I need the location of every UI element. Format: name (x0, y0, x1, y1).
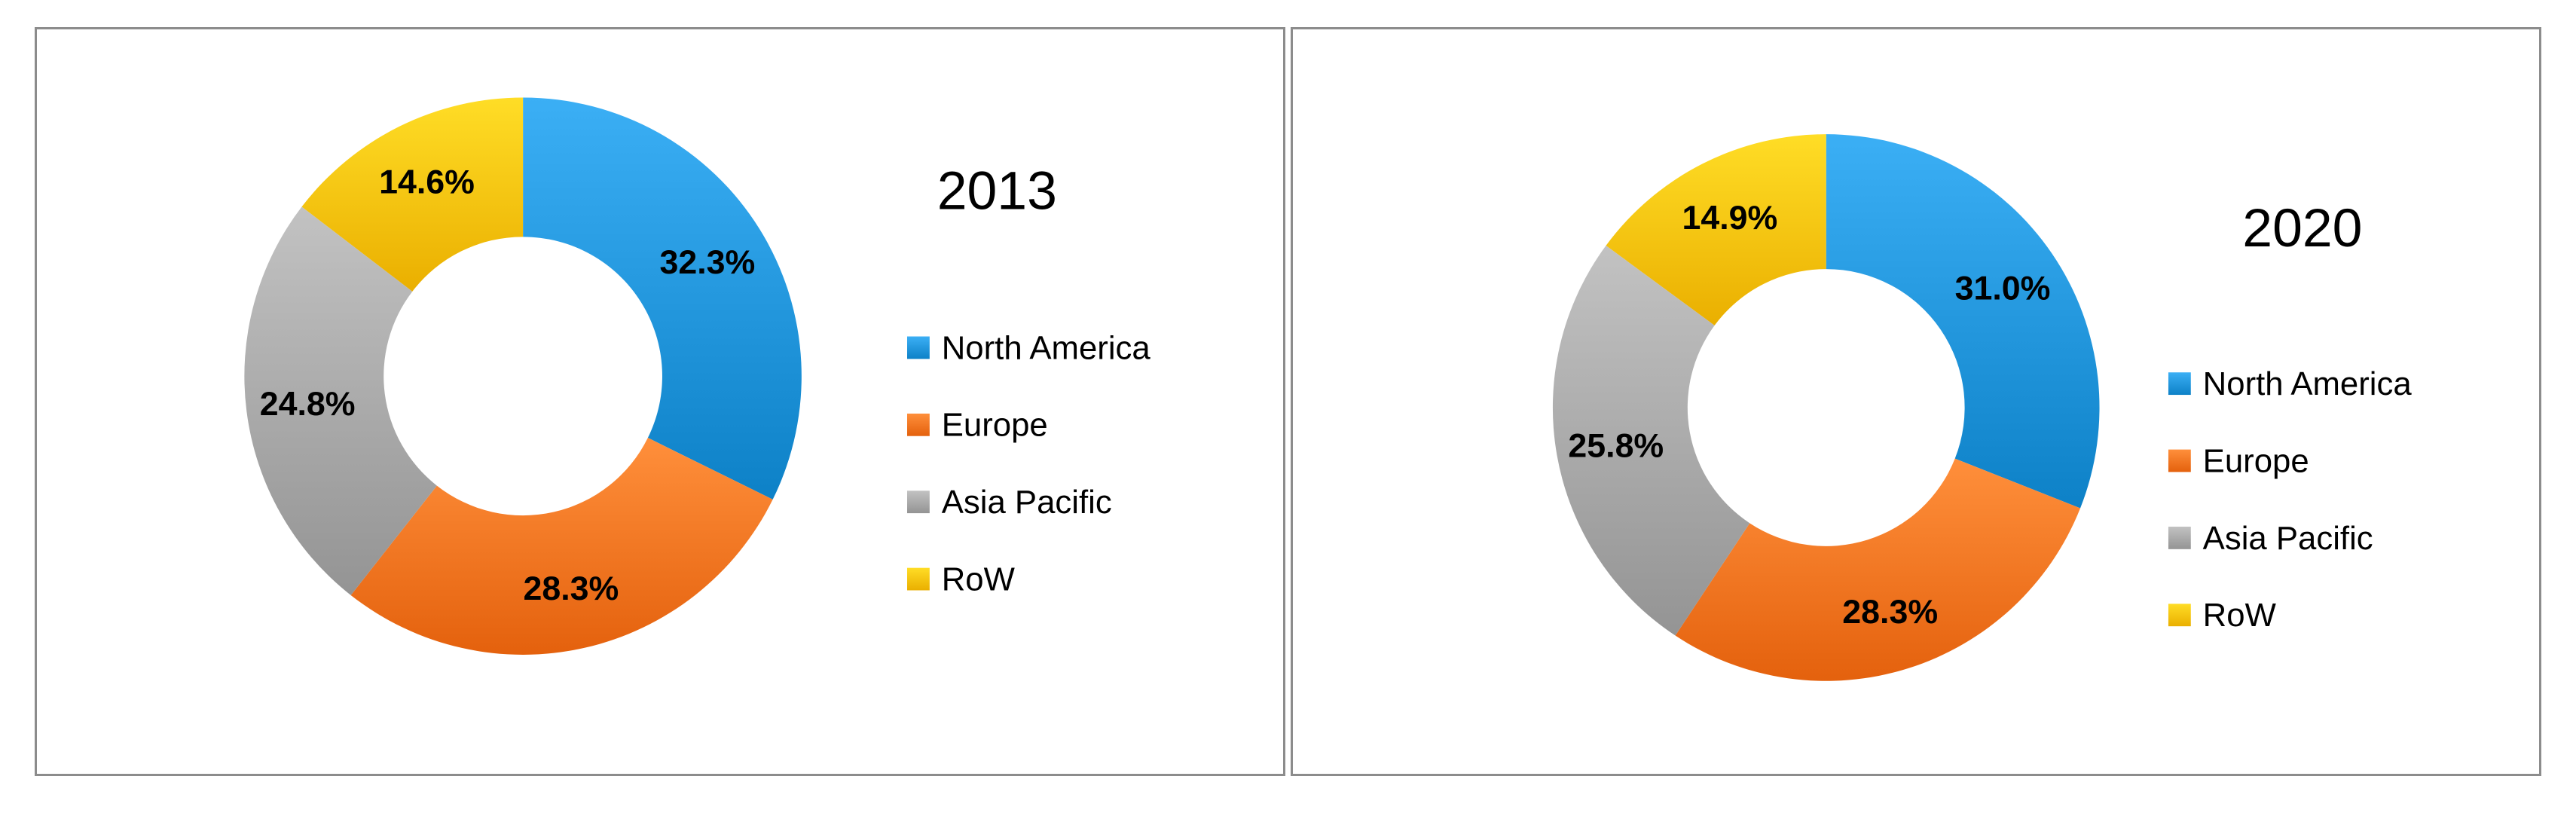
slice-row (301, 97, 524, 292)
legend-label-north-america: North America (2203, 365, 2413, 402)
legend-label-north-america: North America (942, 329, 1151, 366)
legend-swatch-asia-pacific (2168, 526, 2191, 549)
slice-asia-pacific (1552, 245, 1750, 636)
chart-title: 2020 (2242, 198, 2362, 258)
legend-label-asia-pacific: Asia Pacific (942, 484, 1112, 521)
slice-north-america (1826, 134, 2100, 509)
legend-swatch-europe (907, 413, 930, 436)
data-label-europe: 28.3% (1842, 594, 1938, 631)
slice-europe (1675, 458, 2081, 681)
chart-panel-2013: 32.3% 28.3% 24.8% 14.6% 2013 North America Eur… (35, 27, 1285, 776)
legend-label-row: RoW (2203, 597, 2277, 634)
chart-panel-2020: 31.0% 28.3% 25.8% 14.9% 2020 North America Eur… (1291, 27, 2541, 776)
legend: North America Europe Asia Pacific RoW (907, 329, 1150, 597)
slice-europe (350, 438, 773, 655)
legend-swatch-asia-pacific (907, 491, 930, 514)
data-label-asia-pacific: 24.8% (260, 386, 356, 423)
data-label-europe: 28.3% (523, 570, 619, 607)
data-label-row: 14.9% (1682, 200, 1778, 237)
legend-swatch-europe (2168, 449, 2191, 472)
legend-swatch-row (907, 567, 930, 591)
data-label-north-america: 32.3% (660, 244, 756, 281)
data-label-row: 14.6% (379, 164, 475, 201)
legend-swatch-row (2168, 604, 2191, 627)
slice-asia-pacific (244, 206, 437, 595)
legend-swatch-north-america (907, 336, 930, 359)
legend-label-asia-pacific: Asia Pacific (2203, 520, 2373, 557)
data-label-north-america: 31.0% (1955, 270, 2051, 307)
chart-title: 2013 (937, 161, 1057, 222)
slice-row (1606, 134, 1826, 325)
legend-label-europe: Europe (2203, 442, 2309, 479)
donut-chart-2020: 31.0% 28.3% 25.8% 14.9% 2020 North America Eur… (1552, 134, 2412, 681)
slice-north-america (523, 97, 802, 500)
legend-swatch-north-america (2168, 372, 2191, 396)
legend: North America Europe Asia Pacific RoW (2168, 365, 2412, 634)
data-label-asia-pacific: 25.8% (1568, 427, 1664, 464)
legend-label-europe: Europe (942, 407, 1048, 444)
legend-label-row: RoW (942, 561, 1016, 597)
donut-chart-2013: 32.3% 28.3% 24.8% 14.6% 2013 North America Eur… (244, 97, 1150, 655)
